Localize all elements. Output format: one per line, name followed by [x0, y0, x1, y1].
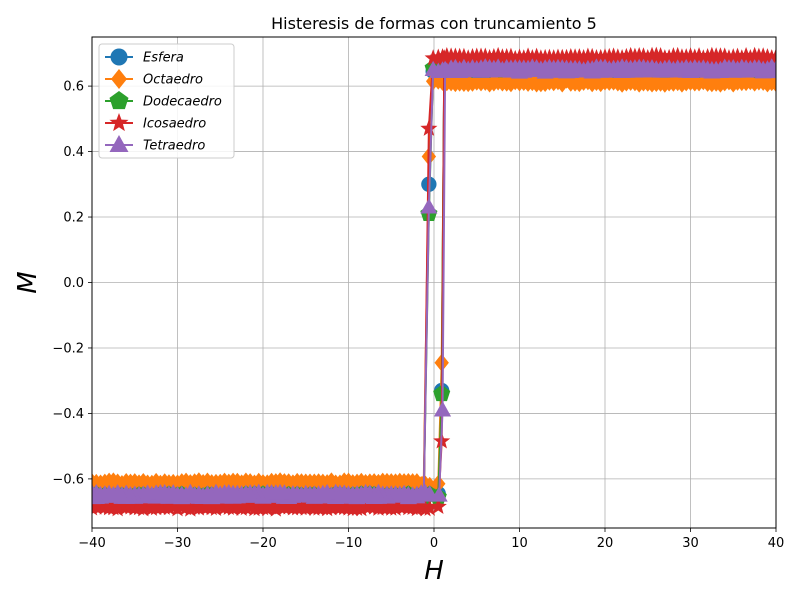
plot-frame	[91, 36, 777, 529]
data-point	[111, 69, 127, 89]
data-point	[673, 51, 691, 68]
data-point	[100, 497, 118, 514]
data-point	[110, 48, 128, 66]
legend-box	[98, 43, 235, 159]
data-point	[92, 473, 100, 492]
legend-item-dodecaedro: Dodecaedro	[105, 91, 222, 110]
y-tick-label: −0.4	[52, 407, 84, 422]
legend-item-octaedro: Octaedro	[105, 69, 203, 89]
data-point	[365, 497, 383, 514]
y-tick-label: 0.6	[63, 80, 84, 95]
data-point	[420, 198, 438, 214]
legend: Esfera Octaedro Dodecaedro Icosaedro Tetraed…	[98, 43, 235, 159]
chart-title: Histeresis de formas con truncamiento 5	[271, 14, 597, 33]
legend-item-icosaedro: Icosaedro	[105, 113, 206, 132]
x-tick-label: 40	[768, 536, 785, 551]
x-tick-label: 20	[597, 536, 614, 551]
data-point	[109, 91, 129, 110]
series-icosaedro	[92, 46, 776, 517]
data-point	[109, 135, 129, 152]
data-point	[143, 499, 161, 516]
data-point	[224, 496, 242, 514]
data-point	[382, 499, 400, 516]
legend-label: Octaedro	[143, 73, 203, 88]
data-point	[634, 50, 653, 67]
x-tick-label: 0	[430, 536, 438, 551]
data-point	[168, 500, 187, 517]
data-point	[420, 119, 438, 136]
data-point	[557, 50, 576, 68]
series-layer	[92, 46, 776, 517]
data-point	[741, 49, 759, 66]
series-tetraedro	[92, 58, 776, 505]
data-point	[109, 113, 129, 132]
data-point	[435, 49, 453, 66]
y-tick-label: 0.0	[63, 276, 84, 291]
data-point	[436, 60, 454, 77]
legend-label: Dodecaedro	[143, 95, 222, 110]
data-point	[481, 49, 499, 66]
x-tick-label: 10	[511, 536, 528, 551]
x-tick-label: −20	[249, 536, 276, 551]
x-tick-label: −40	[78, 536, 105, 551]
legend-item-esfera: Esfera	[105, 48, 184, 66]
data-point	[254, 498, 272, 516]
legend-label: Icosaedro	[143, 117, 206, 132]
x-tick-label: 30	[682, 536, 699, 551]
data-point	[746, 46, 764, 64]
x-axis-label: H	[424, 556, 444, 586]
data-point	[267, 500, 285, 517]
data-point	[194, 497, 212, 514]
data-point	[126, 499, 144, 516]
data-point	[733, 49, 751, 66]
data-point	[416, 500, 435, 517]
y-tick-label: 0.2	[63, 211, 84, 226]
y-tick-label: 0.4	[63, 145, 84, 160]
data-point	[139, 497, 157, 515]
x-tick-label: −10	[335, 536, 362, 551]
data-point	[506, 49, 524, 67]
legend-label: Tetraedro	[143, 139, 205, 154]
data-point	[570, 48, 588, 65]
data-point	[737, 46, 755, 64]
data-point	[429, 497, 447, 514]
legend-label: Esfera	[143, 51, 184, 66]
y-axis-label: M	[13, 271, 43, 293]
data-point	[173, 497, 191, 515]
legend-item-tetraedro: Tetraedro	[105, 135, 205, 154]
data-point	[92, 488, 101, 505]
y-tick-label: −0.2	[52, 341, 84, 356]
data-point	[434, 401, 452, 417]
y-tick-label: −0.6	[52, 472, 84, 487]
x-tick-label: −30	[164, 536, 191, 551]
data-point	[720, 49, 738, 66]
axis-ticks: −40 −30 −20 −10 0 10 20 30 40 −0.6 −0.4 −0.2 0.0 0.2 0…	[52, 80, 784, 551]
